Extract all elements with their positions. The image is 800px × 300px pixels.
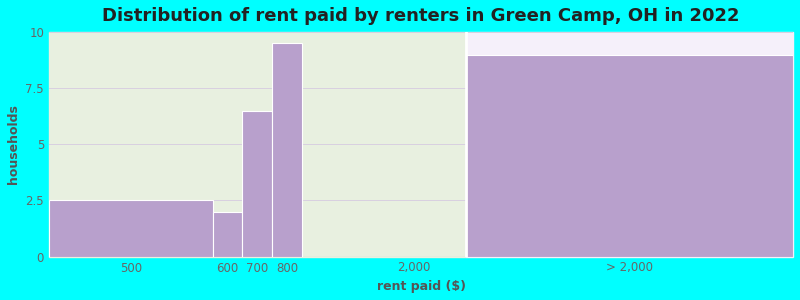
Bar	[213, 212, 242, 256]
Bar	[466, 55, 793, 256]
Bar	[242, 111, 272, 256]
Bar	[272, 43, 302, 256]
X-axis label: rent paid ($): rent paid ($)	[377, 280, 466, 293]
Bar	[49, 32, 466, 256]
Bar	[49, 200, 213, 256]
Bar	[466, 32, 793, 256]
Y-axis label: households: households	[7, 104, 20, 184]
Title: Distribution of rent paid by renters in Green Camp, OH in 2022: Distribution of rent paid by renters in …	[102, 7, 740, 25]
